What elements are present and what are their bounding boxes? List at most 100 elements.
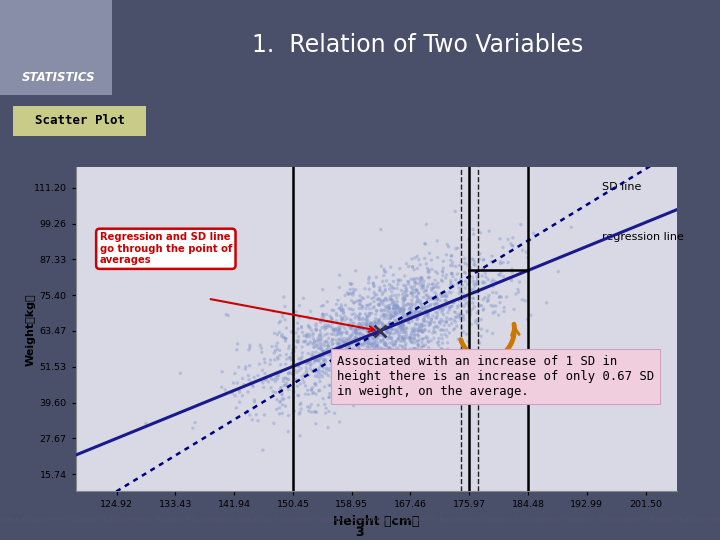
Point	[495, 259, 506, 268]
Point	[418, 342, 429, 351]
Point	[467, 273, 478, 282]
Point	[422, 283, 433, 292]
Point	[272, 372, 284, 380]
Point	[265, 373, 276, 382]
Point	[361, 342, 373, 350]
Point	[328, 350, 339, 359]
Point	[430, 308, 441, 316]
Point	[365, 319, 377, 327]
Point	[376, 361, 387, 370]
Point	[374, 348, 385, 357]
Point	[446, 252, 457, 260]
Point	[259, 359, 271, 367]
Point	[266, 375, 277, 383]
Point	[346, 332, 358, 340]
Point	[413, 342, 424, 350]
Point	[431, 366, 443, 374]
Point	[343, 319, 355, 328]
Point	[422, 264, 433, 273]
Point	[408, 266, 420, 274]
Point	[381, 363, 392, 372]
Point	[409, 254, 420, 262]
Point	[390, 357, 402, 366]
Point	[321, 369, 333, 378]
Point	[316, 314, 328, 322]
Point	[369, 346, 380, 355]
Point	[465, 310, 477, 319]
Point	[304, 314, 315, 323]
Point	[366, 335, 378, 343]
Point	[387, 337, 398, 346]
Point	[400, 285, 412, 294]
Point	[381, 327, 392, 336]
Point	[456, 288, 467, 297]
Point	[295, 399, 307, 408]
Point	[420, 260, 432, 268]
Point	[350, 338, 361, 346]
Point	[323, 322, 334, 330]
Point	[351, 336, 363, 345]
Point	[325, 330, 337, 339]
Point	[377, 353, 389, 362]
Point	[388, 341, 400, 349]
Point	[490, 302, 502, 310]
Point	[394, 264, 405, 273]
Point	[305, 408, 317, 416]
Point	[480, 293, 491, 302]
Point	[361, 347, 373, 355]
Point	[417, 282, 428, 291]
Point	[436, 267, 448, 276]
Point	[399, 313, 410, 321]
Point	[318, 310, 329, 319]
Point	[381, 276, 392, 285]
Point	[440, 296, 451, 305]
Point	[263, 377, 274, 386]
Point	[449, 207, 461, 216]
Point	[283, 369, 294, 377]
Point	[387, 304, 399, 313]
Point	[359, 349, 371, 357]
Point	[333, 363, 344, 372]
Point	[374, 301, 385, 310]
Point	[464, 307, 476, 316]
Point	[362, 334, 374, 343]
Point	[330, 331, 342, 340]
Point	[414, 323, 426, 332]
Point	[465, 285, 477, 294]
Point	[338, 340, 350, 349]
Point	[321, 323, 333, 332]
Point	[396, 336, 408, 345]
Point	[387, 299, 399, 307]
Point	[423, 266, 434, 274]
Point	[333, 304, 345, 313]
Point	[356, 340, 368, 349]
Point	[355, 329, 366, 338]
Point	[471, 280, 482, 288]
Point	[362, 293, 374, 301]
Point	[420, 307, 431, 315]
Point	[364, 336, 375, 345]
Point	[395, 306, 407, 314]
Point	[419, 239, 431, 248]
Point	[398, 306, 410, 314]
Point	[301, 330, 312, 339]
Point	[445, 261, 456, 269]
Point	[354, 354, 365, 363]
Point	[395, 323, 406, 332]
Point	[361, 312, 372, 321]
Point	[382, 329, 393, 338]
Point	[441, 300, 453, 308]
Point	[437, 339, 449, 347]
Point	[279, 402, 291, 410]
Point	[278, 333, 289, 342]
Point	[390, 307, 401, 315]
Point	[436, 303, 448, 312]
Point	[395, 333, 407, 341]
Point	[406, 296, 418, 305]
Point	[326, 346, 338, 354]
Point	[376, 345, 387, 354]
Point	[233, 386, 245, 394]
Point	[329, 327, 341, 336]
Point	[405, 314, 417, 323]
Point	[368, 334, 379, 343]
